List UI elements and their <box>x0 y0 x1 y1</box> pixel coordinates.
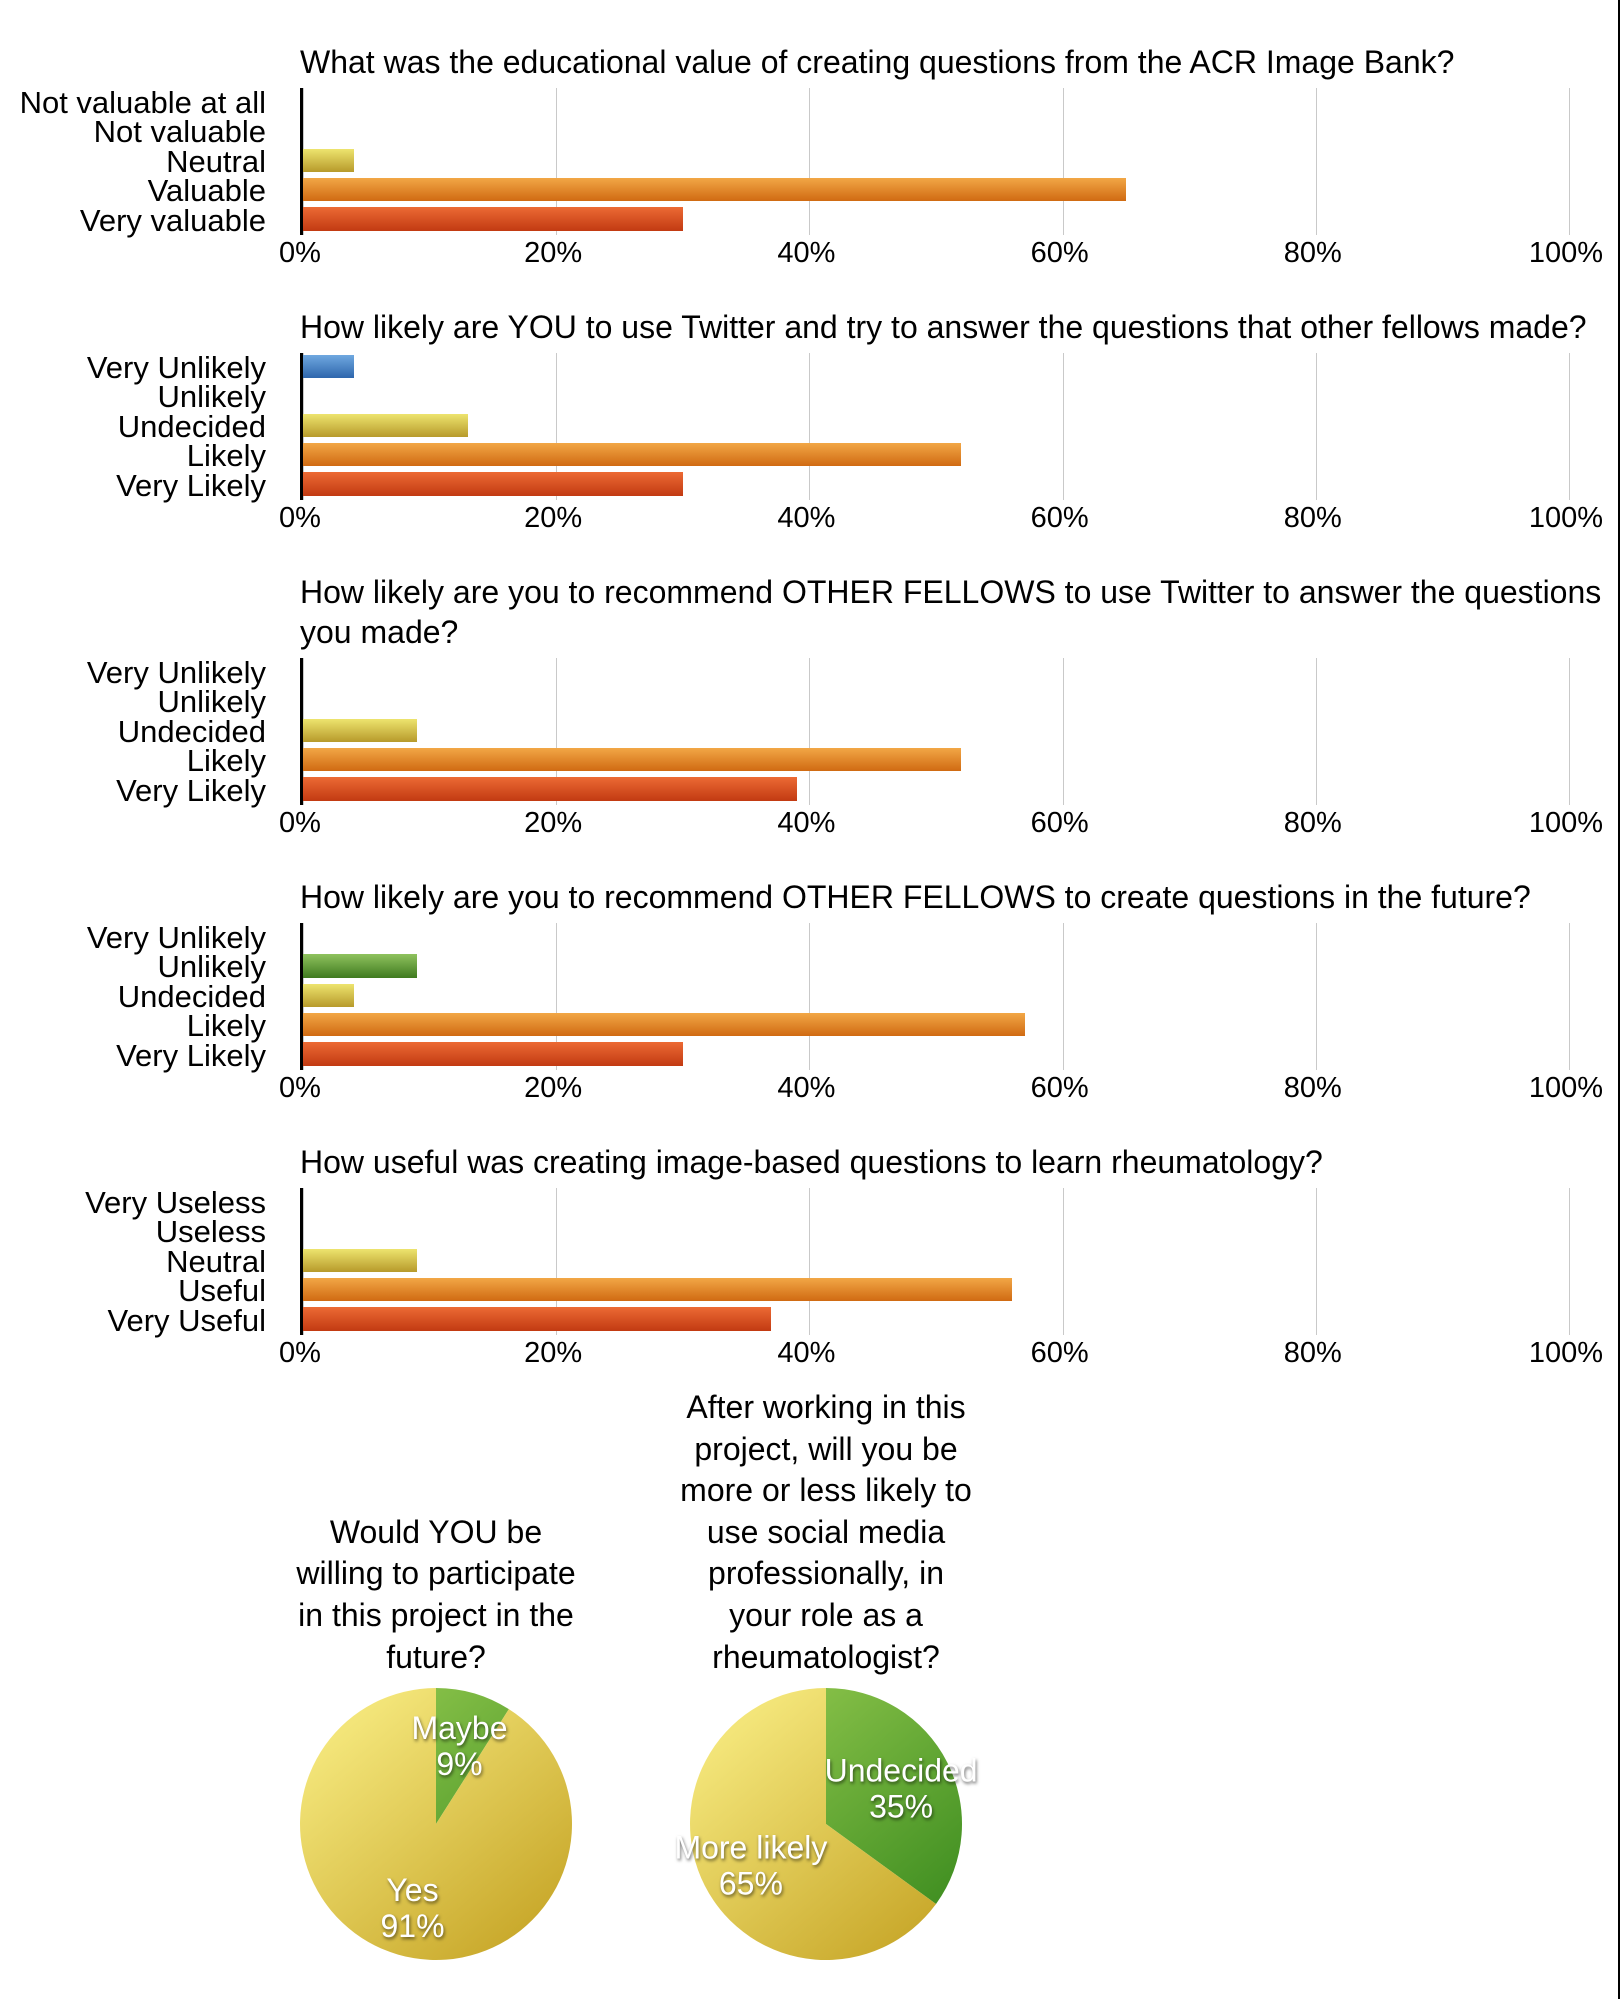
svg-text:35%: 35% <box>869 1789 933 1825</box>
svg-text:91%: 91% <box>380 1908 444 1944</box>
svg-text:65%: 65% <box>719 1865 783 1901</box>
svg-text:More likely: More likely <box>674 1829 827 1865</box>
svg-text:Undecided: Undecided <box>825 1753 978 1789</box>
svg-text:Maybe: Maybe <box>411 1710 507 1746</box>
svg-text:9%: 9% <box>436 1746 482 1782</box>
svg-text:Yes: Yes <box>386 1872 438 1908</box>
